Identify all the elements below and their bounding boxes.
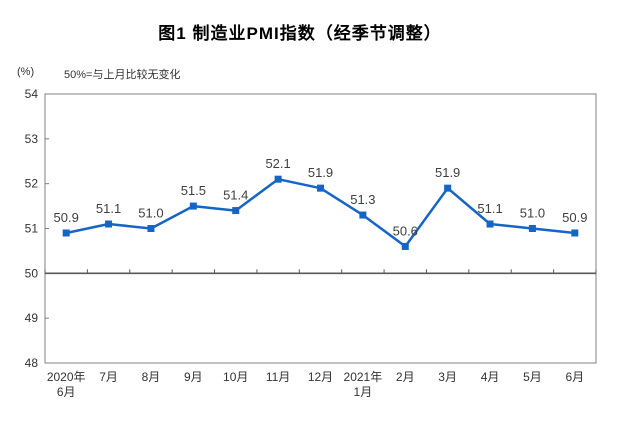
data-point-marker	[317, 184, 324, 192]
x-tick-label: 5月	[523, 370, 542, 384]
y-tick-label: 51	[25, 222, 39, 236]
data-point-label: 50.9	[562, 210, 587, 225]
data-point-marker	[274, 175, 282, 183]
y-tick-label: 52	[25, 177, 39, 191]
x-tick-label: 2020年	[47, 370, 86, 384]
data-point-marker	[571, 229, 579, 237]
data-point-label: 51.4	[223, 188, 248, 203]
y-axis-unit-label: (%)	[17, 66, 35, 78]
y-tick-label: 49	[25, 311, 39, 325]
x-tick-label: 1月	[354, 385, 373, 399]
x-tick-label: 2021年	[344, 370, 383, 384]
data-point-marker	[189, 202, 197, 210]
data-point-label: 51.9	[435, 165, 460, 180]
data-point-label: 51.3	[350, 192, 375, 207]
data-point-label: 50.6	[393, 223, 418, 238]
data-point-marker	[528, 225, 536, 232]
x-tick-label: 3月	[438, 370, 457, 384]
data-point-label: 51.1	[477, 201, 502, 216]
data-point-marker	[105, 220, 113, 228]
data-point-marker	[359, 211, 367, 219]
x-tick-label: 9月	[184, 370, 203, 384]
data-point-label: 52.1	[265, 156, 290, 171]
data-point-label: 50.9	[54, 210, 79, 225]
data-point-label: 51.1	[96, 201, 121, 216]
x-tick-label: 12月	[308, 370, 333, 384]
x-tick-label: 7月	[99, 370, 118, 384]
x-tick-label: 2月	[396, 370, 415, 384]
x-tick-label: 8月	[142, 370, 161, 384]
baseline-note: 50%=与上月比较无变化	[64, 69, 181, 81]
chart-title: 图1 制造业PMI指数（经季节调整）	[158, 24, 442, 43]
x-tick-label: 6月	[57, 385, 76, 399]
data-point-marker	[147, 225, 155, 232]
y-tick-label: 53	[25, 132, 39, 146]
plot-border	[44, 93, 597, 364]
y-tick-label: 54	[25, 87, 39, 101]
y-tick-label: 50	[25, 266, 39, 280]
x-tick-label: 4月	[481, 370, 500, 384]
data-point-marker	[401, 242, 409, 250]
x-tick-label: 11月	[266, 370, 290, 384]
data-point-label: 51.0	[520, 206, 545, 221]
y-tick-label: 48	[25, 356, 39, 370]
data-point-marker	[232, 207, 240, 215]
x-tick-label: 10月	[223, 370, 248, 384]
data-point-marker	[62, 229, 70, 237]
data-point-label: 51.9	[308, 165, 333, 180]
x-tick-label: 6月	[565, 370, 584, 384]
data-point-marker	[444, 184, 452, 192]
data-point-label: 51.5	[181, 183, 206, 198]
data-point-marker	[486, 220, 494, 228]
data-point-label: 51.0	[138, 206, 163, 221]
